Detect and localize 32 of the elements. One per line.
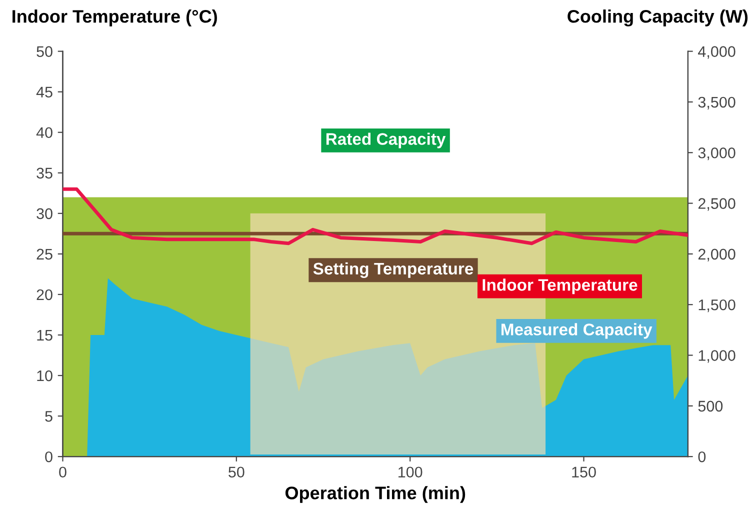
y2-tick-label: 1,500 <box>698 299 736 312</box>
series-label: Measured Capacity <box>502 323 652 339</box>
y-tick-label: 45 <box>36 86 52 98</box>
y-tick-label: 40 <box>36 127 52 138</box>
y-axis-title: Indoor Temperature (°C) <box>12 10 217 26</box>
x-tick-label: 150 <box>572 466 596 478</box>
x-tick-label: 0 <box>59 466 66 478</box>
y2-tick-label: 2,000 <box>698 248 736 262</box>
series-label: Setting Temperature <box>313 262 474 278</box>
y2-tick-label: 500 <box>698 400 723 412</box>
line-series <box>62 187 688 246</box>
text: Indoor Temperature <box>482 278 638 294</box>
y-tick-label: 25 <box>36 248 52 260</box>
x-axis-title: Operation Time (min) <box>285 486 466 503</box>
y2-tick-label: 3,000 <box>698 147 736 160</box>
x-tick-label: 100 <box>398 466 422 478</box>
y-tick-label: 20 <box>36 289 52 300</box>
text: Rated Capacity <box>326 132 446 148</box>
y-tick-label: 0 <box>45 451 52 462</box>
y-tick-label: 5 <box>45 411 52 422</box>
y2-tick-label: 2,500 <box>698 198 736 211</box>
y-tick-label: 30 <box>36 208 52 220</box>
y2-tick-label: 1,000 <box>698 350 736 363</box>
y-tick-label: 10 <box>37 370 52 382</box>
x-tick-label: 50 <box>228 466 244 478</box>
y-tick-label: 15 <box>37 330 52 341</box>
y2-tick-label: 4,000 <box>698 46 736 59</box>
y2-tick-label: 3,500 <box>698 96 736 110</box>
y2-tick-label: 0 <box>698 451 706 462</box>
y-tick-label: 50 <box>36 46 52 57</box>
y2-axis-title: Cooling Capacity (W) <box>568 10 748 26</box>
y-tick-label: 35 <box>36 168 52 179</box>
